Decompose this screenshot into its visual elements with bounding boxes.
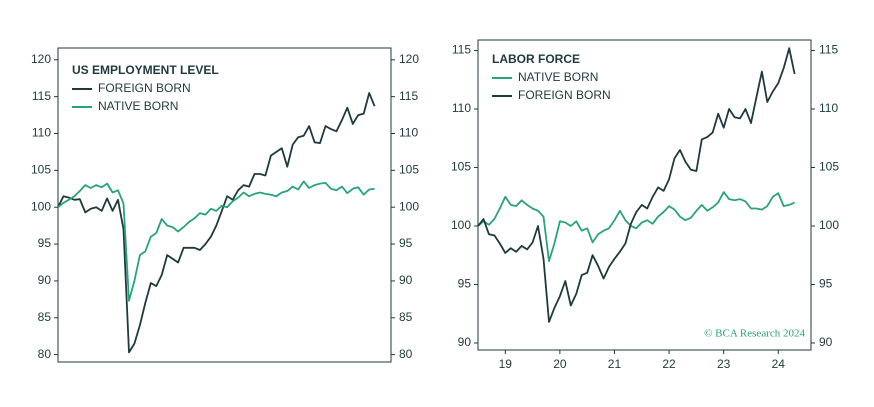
y2-tick-label: 100	[819, 218, 839, 232]
legend-label: FOREIGN BORN	[518, 88, 611, 102]
x-tick-label: 22	[662, 357, 676, 371]
y-tick-label: 90	[38, 273, 52, 287]
y-tick-label: 105	[451, 160, 471, 174]
legend-label: NATIVE BORN	[518, 70, 598, 84]
y-tick-label: 110	[32, 126, 51, 140]
y-tick-label: 100	[451, 218, 471, 232]
y-tick-label: 115	[452, 43, 471, 57]
y2-tick-label: 95	[819, 277, 833, 291]
series-line	[477, 191, 795, 262]
y2-tick-label: 115	[399, 89, 418, 103]
y-tick-label: 85	[38, 310, 52, 324]
y2-tick-label: 90	[399, 273, 413, 287]
legend-label: FOREIGN BORN	[98, 81, 191, 95]
annotation: © BCA Research 2024	[704, 328, 805, 340]
y2-tick-label: 115	[819, 43, 838, 57]
x-tick-label: 24	[772, 357, 786, 371]
chart-title: US EMPLOYMENT LEVEL	[72, 63, 219, 77]
x-tick-label: 19	[499, 357, 513, 371]
y2-tick-label: 105	[819, 160, 839, 174]
series-line	[57, 180, 375, 302]
series-line	[477, 47, 796, 323]
y-tick-label: 120	[31, 52, 51, 66]
chart-title: LABOR FORCE	[492, 52, 580, 66]
y-tick-label: 110	[452, 101, 471, 115]
series-line	[57, 92, 376, 354]
y2-tick-label: 80	[399, 347, 413, 361]
y-tick-label: 100	[31, 199, 51, 213]
y2-tick-label: 105	[399, 163, 419, 177]
x-tick-label: 23	[717, 357, 731, 371]
y-tick-label: 105	[31, 163, 51, 177]
y-tick-label: 90	[458, 335, 472, 349]
plot-frame	[57, 47, 392, 363]
y-tick-label: 80	[38, 347, 52, 361]
plot-frame	[477, 39, 812, 351]
y-tick-label: 95	[458, 277, 472, 291]
y2-tick-label: 120	[399, 52, 419, 66]
y2-tick-label: 90	[819, 335, 833, 349]
y2-tick-label: 110	[399, 126, 418, 140]
y-tick-label: 95	[38, 236, 52, 250]
y2-tick-label: 85	[399, 310, 413, 324]
y2-tick-label: 100	[399, 199, 419, 213]
x-tick-label: 20	[553, 357, 567, 371]
y2-tick-label: 95	[399, 236, 413, 250]
y2-tick-label: 110	[819, 101, 838, 115]
legend-label: NATIVE BORN	[98, 99, 178, 113]
y-tick-label: 115	[32, 89, 51, 103]
x-tick-label: 21	[608, 357, 622, 371]
